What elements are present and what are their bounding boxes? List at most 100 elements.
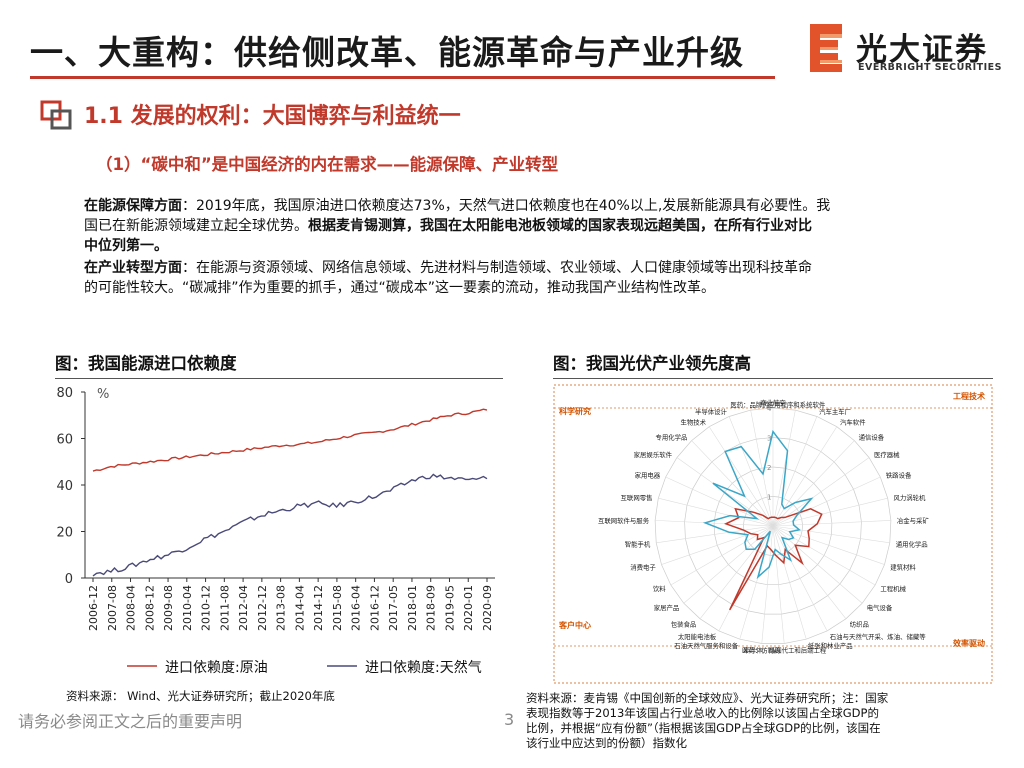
radar-grid-ring — [713, 466, 833, 586]
radar-spoke — [772, 457, 870, 527]
radar-group-label: 工程技术 — [953, 391, 985, 401]
disclaimer: 请务必参阅正文之后的重要声明 — [18, 712, 243, 731]
radar-spoke — [670, 525, 774, 586]
radar-spoke — [772, 525, 890, 544]
everbright-logo-icon — [810, 24, 842, 72]
x-tick-label: 2006-12 — [87, 585, 100, 631]
radar-spoke — [772, 520, 891, 527]
figure1-source: 资料来源： Wind、光大证券研究所；截止2020年底 — [66, 689, 335, 703]
radar-category-label: 建筑材料 — [890, 563, 916, 572]
radar-grid-ring — [654, 407, 892, 644]
figure2-divider — [553, 378, 993, 379]
radar-spoke — [772, 416, 818, 527]
radar-category-label: 半导体：晶圆代工和后端工程 — [743, 645, 827, 654]
page-title: 一、大重构：供给侧改革、能源革命与产业升级 — [30, 33, 744, 72]
paragraph-line: 国已在新能源领域建立起全球优势。根据麦肯锡测算，我国在太阳能电池板领域的国家表现… — [84, 218, 812, 234]
radar-series — [702, 429, 814, 580]
radar-spoke — [661, 525, 774, 565]
radar-ring-label: 1 — [767, 494, 771, 502]
radar-spoke — [772, 525, 876, 586]
radar-category-label: 智能手机 — [625, 540, 651, 549]
x-tick-label: 2020-09 — [481, 585, 494, 631]
x-tick-label: 2008-04 — [125, 585, 138, 631]
radar-category-label: 消费电子 — [630, 563, 656, 572]
x-tick-label: 2016-04 — [350, 585, 363, 631]
y-axis-unit: % — [97, 387, 109, 402]
x-tick-label: 2013-08 — [275, 585, 288, 631]
brand-name-en: EVERBRIGHT SECURITIES — [858, 62, 1002, 73]
source-line: 该行业中应达到的份额）指数化 — [526, 736, 687, 750]
radar-spoke — [656, 525, 774, 544]
paragraph-line: 中位列第一。 — [84, 238, 168, 254]
radar-category-label: 石油与天然气开采、炼油、储藏等 — [830, 632, 926, 641]
x-tick-label: 2012-12 — [256, 585, 269, 631]
radar-category-label: 医疗器械 — [874, 450, 900, 459]
figure1-title: 图：我国能源进口依赖度 — [55, 354, 237, 373]
radar-spoke — [772, 525, 847, 619]
source-line: 资料来源：麦肯锡《中国创新的全球效应》、光大证券研究所；注：国家 — [526, 691, 889, 705]
radar-category-label: 医药：品牌药 — [730, 400, 769, 409]
radar-category-label: 包装食品 — [671, 620, 697, 629]
brand-name-cn: 光大证券 — [856, 32, 988, 68]
y-tick-label: 80 — [56, 386, 73, 401]
radar-spoke — [772, 525, 785, 644]
paragraph-line: 的可能性较大。“碳减排”作为重要的抓手，通过“碳成本”这一要素的流动，推动我国产… — [84, 280, 716, 296]
radar-spoke — [691, 440, 774, 527]
paragraph-line: 在产业转型方面：在能源与资源领域、网络信息领域、先进材料与制造领域、农业领域、人… — [84, 260, 812, 276]
y-tick-label: 0 — [65, 572, 73, 587]
page-number: 3 — [504, 710, 515, 729]
x-tick-label: 2012-04 — [237, 585, 250, 631]
x-tick-label: 2020-01 — [462, 585, 475, 631]
radar-category-label: 通用化学品 — [896, 540, 928, 549]
radar-category-label: 专用化学品 — [655, 432, 687, 441]
radar-category-label: 纸张和林业产品 — [808, 641, 853, 650]
radar-spoke — [728, 416, 774, 527]
radar-category-label: 家居娱乐软件 — [634, 450, 673, 459]
x-tick-label: 2018-09 — [425, 585, 438, 631]
x-tick-label: 2011-08 — [218, 585, 231, 631]
radar-spoke — [772, 476, 881, 527]
radar-spoke — [772, 525, 885, 565]
section-subtitle: （1）“碳中和”是中国经济的内在需求——能源保障、产业转型 — [96, 155, 559, 174]
legend-label: 进口依赖度:天然气 — [365, 659, 482, 676]
source-line: 表现指数等于2013年该国占行业总收入的比例除以该国占全球GDP的 — [526, 706, 879, 720]
section-square-icon — [40, 100, 72, 130]
radar-group-label: 效率驱动 — [953, 638, 985, 648]
radar-spoke — [658, 497, 774, 527]
radar-spoke — [772, 426, 838, 527]
radar-group-label: 科学研究 — [559, 406, 591, 416]
source-line: 比例，并根据“应有份额”（指根据该国GDP占全球GDP的比例，该国在 — [526, 721, 881, 735]
radar-grid-ring — [684, 437, 862, 615]
radar-spoke — [772, 440, 855, 527]
x-tick-label: 2014-04 — [293, 585, 306, 631]
radar-category-label: 冶金与采矿 — [897, 516, 930, 525]
radar-category-label: 汽车软件 — [840, 418, 866, 427]
figure2-source: 资料来源：麦肯锡《中国创新的全球效应》、光大证券研究所；注：国家 表现指数等于2… — [526, 691, 966, 751]
radar-category-label: 家居产品 — [654, 603, 680, 612]
radar-category-label: 汽车主车厂 — [819, 407, 851, 416]
radar-category-label: 饮料 — [653, 584, 666, 593]
radar-spoke — [655, 520, 774, 527]
radar-category-label: 医药：仿制药 — [742, 645, 781, 654]
radar-category-label: 生物技术 — [680, 418, 706, 427]
paragraph-label: 在产业转型方面 — [84, 260, 182, 276]
x-tick-label: 2008-12 — [143, 585, 156, 631]
x-tick-label: 2009-08 — [162, 585, 175, 631]
radar-ring-label: 3 — [767, 435, 771, 443]
title-divider — [30, 76, 775, 79]
paragraph-label: 在能源保障方面 — [84, 198, 182, 214]
radar-spoke — [718, 525, 774, 632]
radar-spoke — [772, 525, 807, 640]
radar-spoke — [739, 525, 774, 640]
radar-category-label: 家用电器 — [635, 471, 661, 480]
radar-category-label: 电气设备 — [867, 603, 893, 612]
radar-category-label: 铁路设备 — [886, 471, 912, 480]
radar-spoke — [750, 410, 774, 527]
section-title: 1.1 发展的权利：大国博弈与利益统一 — [84, 104, 461, 129]
radar-category-label: 风力涡轮机 — [894, 493, 927, 502]
x-tick-label: 2014-12 — [312, 585, 325, 631]
import-dependency-line-chart: 0 20 40 60 80 % 2006-12 2007-08 2008-04 2008-12 20… — [56, 386, 495, 676]
radar-category-label: 工程机械 — [880, 584, 906, 593]
radar-category-label: 半导体设计 — [695, 407, 728, 416]
